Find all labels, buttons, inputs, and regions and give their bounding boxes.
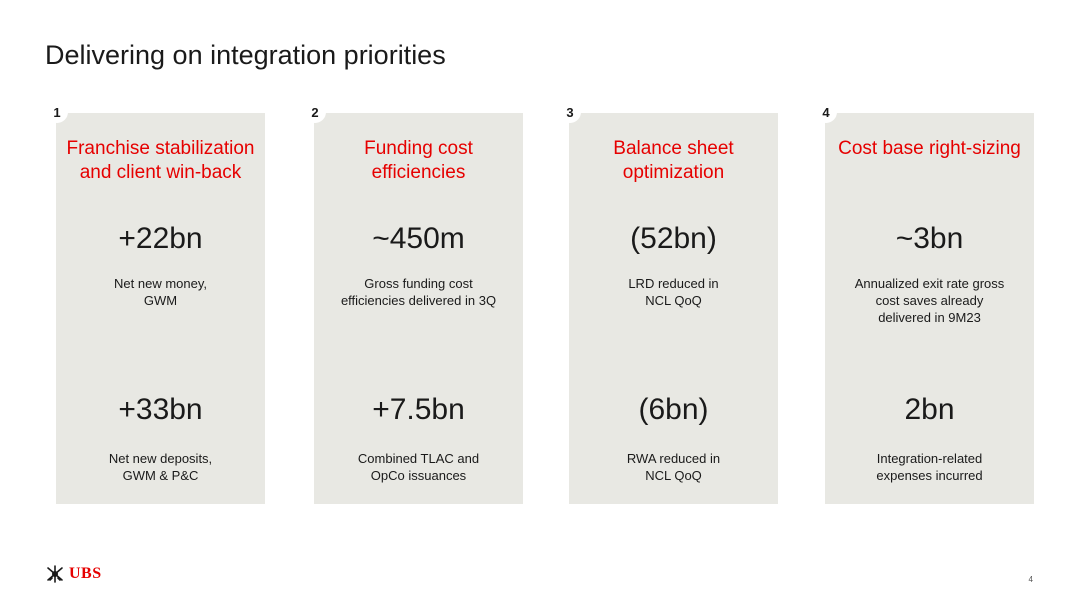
- metric-secondary-description: RWA reduced in NCL QoQ: [626, 451, 721, 483]
- metric-secondary: 2bn: [904, 393, 955, 426]
- ubs-wordmark: UBS: [69, 565, 102, 582]
- metric-primary: +22bn: [118, 222, 203, 255]
- priority-card-2: 2 Funding cost efficiencies ~450m Gross …: [304, 101, 523, 504]
- number-badge: 2: [304, 101, 326, 123]
- number-badge: 4: [815, 101, 837, 123]
- metric-primary-description: Gross funding cost efficiencies delivere…: [340, 276, 497, 308]
- priority-card-3: 3 Balance sheet optimization (52bn) LRD …: [559, 101, 778, 504]
- metric-primary-description: Annualized exit rate gross cost saves al…: [854, 276, 1005, 325]
- ubs-keys-icon: [47, 565, 63, 583]
- card-title: Cost base right-sizing: [838, 138, 1021, 159]
- ubs-logo: UBS: [45, 565, 102, 583]
- metric-secondary-description: Combined TLAC and OpCo issuances: [357, 451, 480, 483]
- metric-secondary-description: Integration-related expenses incurred: [876, 451, 983, 483]
- card-title: Balance sheet optimization: [613, 138, 734, 183]
- page-title: Delivering on integration priorities: [45, 40, 446, 70]
- metric-primary-description: LRD reduced in NCL QoQ: [628, 276, 719, 308]
- metric-secondary: (6bn): [638, 393, 709, 426]
- metric-primary: ~3bn: [895, 222, 964, 255]
- number-badge: 3: [559, 101, 581, 123]
- page-number: 4: [1028, 575, 1033, 584]
- priority-card-1: 1 Franchise stabilization and client win…: [46, 101, 265, 504]
- metric-primary: ~450m: [372, 222, 465, 255]
- metric-secondary-description: Net new deposits, GWM & P&C: [108, 451, 213, 483]
- metric-primary: (52bn): [630, 222, 717, 255]
- card-title: Franchise stabilization and client win-b…: [66, 138, 255, 183]
- metric-primary-description: Net new money, GWM: [114, 276, 207, 308]
- number-badge: 1: [46, 101, 68, 123]
- metric-secondary: +33bn: [118, 393, 203, 426]
- metric-secondary: +7.5bn: [372, 393, 465, 426]
- priority-card-4: 4 Cost base right-sizing ~3bn Annualized…: [815, 101, 1034, 504]
- card-title: Funding cost efficiencies: [364, 138, 473, 183]
